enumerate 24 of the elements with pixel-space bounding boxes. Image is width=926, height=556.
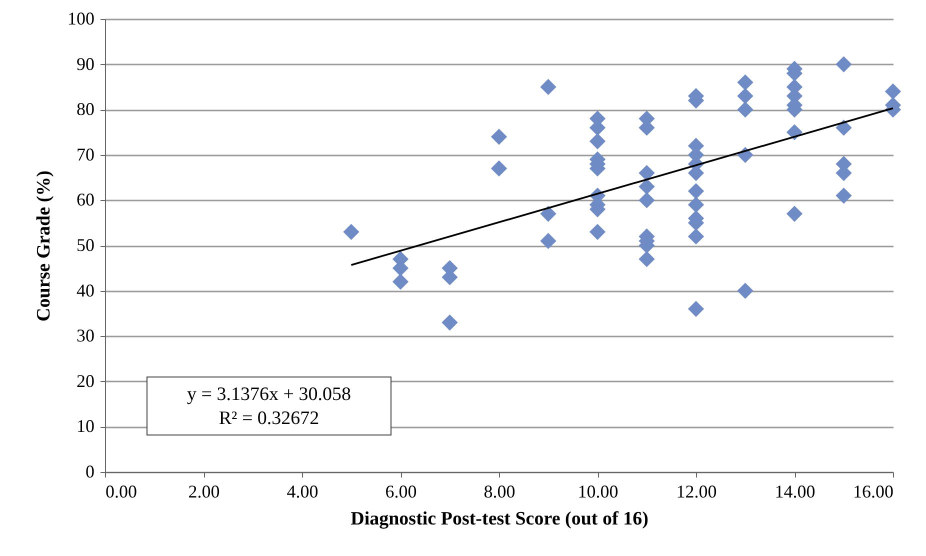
x-tick-label: 10.00 — [578, 482, 618, 502]
y-tick-label: 90 — [76, 54, 94, 74]
y-tick-label: 10 — [76, 416, 94, 436]
y-tick-label: 70 — [76, 144, 94, 164]
x-tick-label: 4.00 — [286, 482, 318, 502]
x-tick-label: 0.00 — [106, 482, 137, 502]
y-tick-label: 80 — [76, 99, 94, 120]
x-tick-label: 8.00 — [484, 482, 516, 502]
y-tick-label: 0 — [86, 462, 94, 482]
annotation: R² = 0.32672 — [218, 408, 320, 429]
x-tick-label: 14.00 — [774, 482, 816, 502]
y-tick-label: 30 — [76, 326, 94, 346]
y-tick-label: 100 — [68, 8, 94, 28]
x-tick-label: 2.00 — [188, 482, 220, 502]
x-tick-label: 6.00 — [385, 482, 417, 502]
y-tick-label: 50 — [76, 235, 94, 255]
y-axis-title: Course Grade (%) — [34, 170, 54, 322]
annotation: y = 3.1376x + 30.058 — [187, 384, 351, 405]
y-tick-label: 20 — [76, 370, 94, 391]
x-axis-title: Diagnostic Post-test Score (out of 16) — [350, 508, 648, 530]
x-tick-label: 16.00 — [853, 482, 894, 502]
x-tick-label: 12.00 — [676, 482, 717, 502]
y-tick-label: 40 — [76, 280, 94, 300]
y-tick-label: 60 — [76, 190, 94, 210]
